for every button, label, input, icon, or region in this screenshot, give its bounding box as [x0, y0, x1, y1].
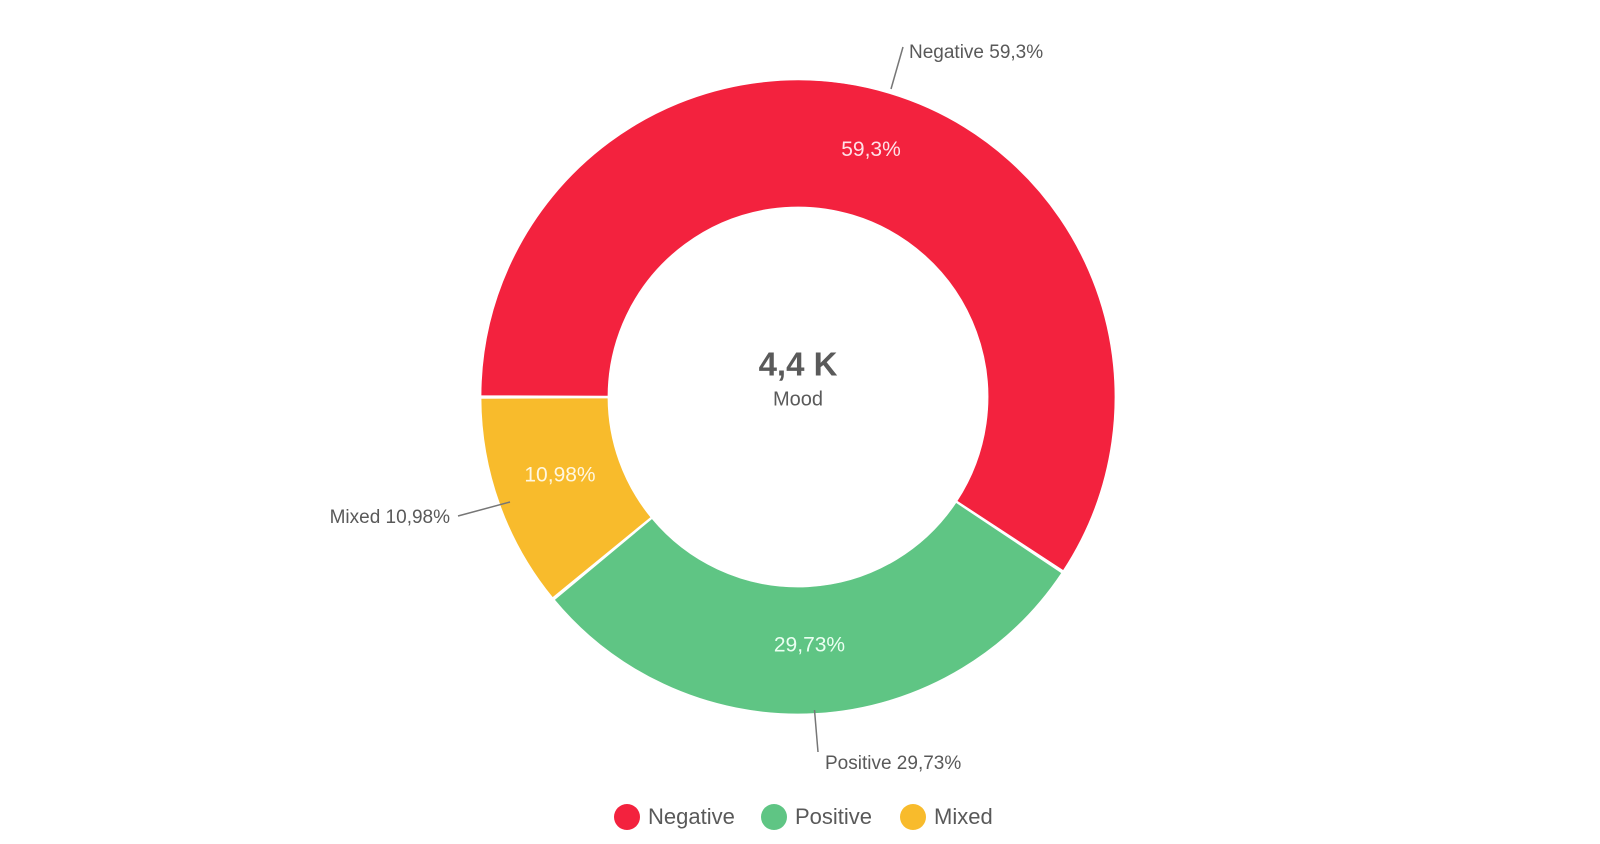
svg-text:29,73%: 29,73% [774, 634, 845, 657]
svg-text:Mood: Mood [773, 388, 823, 410]
svg-text:Positive 29,73%: Positive 29,73% [825, 753, 961, 774]
svg-text:Negative 59,3%: Negative 59,3% [909, 42, 1043, 63]
svg-text:Mixed 10,98%: Mixed 10,98% [330, 507, 451, 528]
svg-text:59,3%: 59,3% [841, 138, 901, 161]
svg-text:Negative: Negative [648, 804, 735, 829]
svg-text:Mixed: Mixed [934, 804, 993, 829]
svg-text:Positive: Positive [795, 804, 872, 829]
svg-text:10,98%: 10,98% [524, 464, 595, 487]
svg-text:4,4 K: 4,4 K [759, 346, 838, 383]
